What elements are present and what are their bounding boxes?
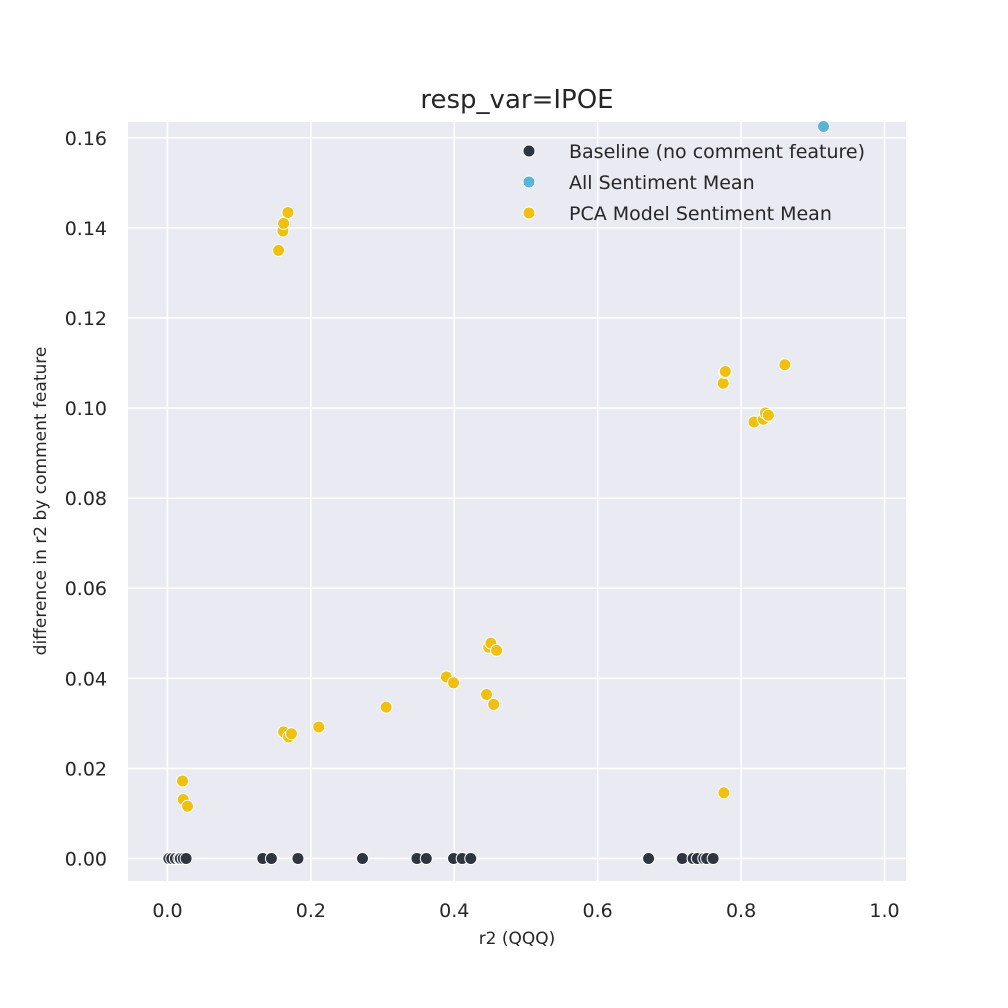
data-point: [179, 851, 193, 865]
y-tick-label: 0.02: [65, 758, 107, 780]
data-point: [675, 851, 689, 865]
y-tick-label: 0.06: [65, 578, 107, 600]
x-tick-label: 0.6: [583, 900, 613, 922]
data-point: [716, 376, 730, 390]
data-point: [277, 216, 291, 230]
data-point: [419, 851, 433, 865]
x-tick-label: 0.2: [296, 900, 326, 922]
gridlines: [128, 122, 906, 881]
y-tick-label: 0.12: [65, 308, 107, 330]
y-tick-label: 0.04: [65, 668, 107, 690]
data-point: [272, 243, 286, 257]
data-point: [291, 851, 305, 865]
chart-title: resp_var=IPOE: [420, 85, 613, 115]
data-point: [490, 643, 504, 657]
data-point: [355, 851, 369, 865]
y-tick-label: 0.00: [65, 848, 107, 870]
plot-area: [128, 122, 906, 881]
legend-label: Baseline (no comment feature): [569, 141, 865, 163]
data-point: [718, 365, 732, 379]
x-tick-label: 0.0: [152, 900, 182, 922]
data-point: [264, 851, 278, 865]
data-points: [162, 120, 831, 865]
data-point: [281, 206, 295, 220]
x-axis-label: r2 (QQQ): [479, 929, 556, 949]
y-axis-label: difference in r2 by comment feature: [31, 347, 51, 656]
y-tick-label: 0.14: [65, 218, 107, 240]
legend-marker: [522, 206, 536, 220]
x-tick-label: 1.0: [869, 900, 899, 922]
data-point: [817, 120, 831, 134]
data-point: [642, 851, 656, 865]
data-point: [379, 700, 393, 714]
y-tick-label: 0.10: [65, 398, 107, 420]
y-tick-label: 0.16: [65, 128, 107, 150]
data-point: [706, 851, 720, 865]
data-point: [175, 774, 189, 788]
data-point: [778, 358, 792, 372]
x-tick-label: 0.4: [439, 900, 469, 922]
legend-marker: [522, 175, 536, 189]
y-tick-label: 0.08: [65, 488, 107, 510]
data-point: [284, 727, 298, 741]
legend: Baseline (no comment feature) All Sentime…: [522, 141, 865, 225]
data-point: [464, 851, 478, 865]
data-point: [487, 697, 501, 711]
data-point: [480, 688, 494, 702]
legend-label: All Sentiment Mean: [569, 172, 755, 194]
data-point: [181, 799, 195, 813]
y-axis-ticks: 0.00 0.02 0.04 0.06 0.08 0.10 0.12 0.14 0.16: [65, 128, 107, 871]
data-point: [761, 408, 775, 422]
data-point: [717, 786, 731, 800]
x-tick-label: 0.8: [726, 900, 756, 922]
legend-marker: [522, 144, 536, 158]
x-axis-ticks: 0.0 0.2 0.4 0.6 0.8 1.0: [152, 900, 899, 922]
data-point: [447, 676, 461, 690]
data-point: [312, 720, 326, 734]
legend-label: PCA Model Sentiment Mean: [569, 203, 832, 225]
